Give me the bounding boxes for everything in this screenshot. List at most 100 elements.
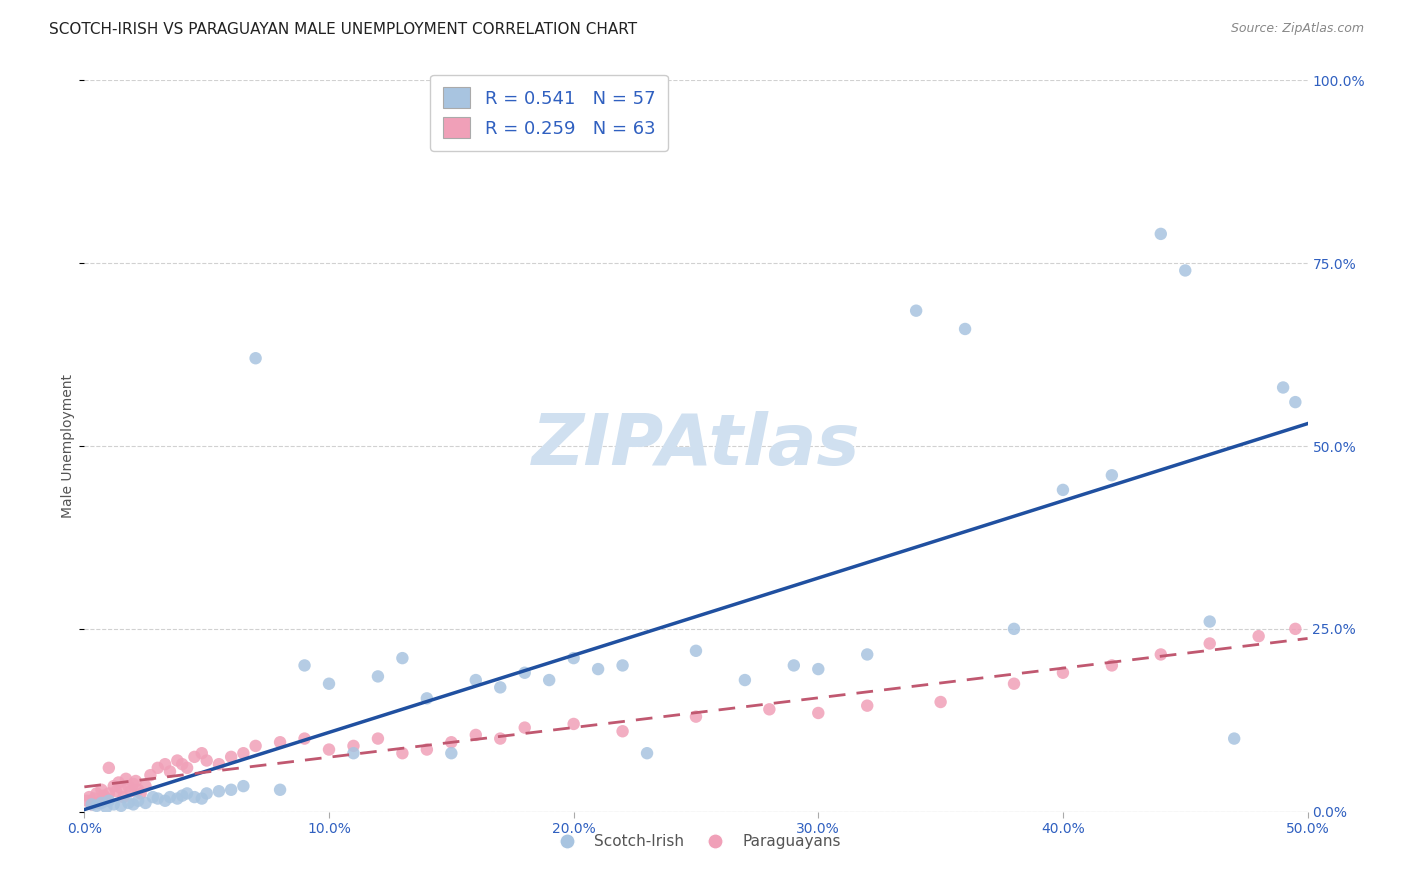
Point (1284, 622, 1306, 636)
Point (294, 731, 316, 746)
Point (489, 731, 512, 746)
Point (1223, 731, 1246, 746)
Point (856, 648, 879, 662)
Point (135, 779, 157, 793)
Point (232, 746, 254, 760)
Point (294, 658, 316, 673)
Point (367, 669, 389, 683)
Point (153, 757, 176, 772)
Point (318, 742, 340, 756)
Point (342, 739, 364, 753)
Point (183, 749, 205, 764)
Point (1272, 380, 1295, 394)
Point (117, 796, 139, 810)
Point (612, 724, 634, 739)
Point (139, 768, 162, 782)
Point (1150, 227, 1173, 241)
Point (115, 772, 138, 786)
Point (208, 784, 231, 798)
Point (416, 742, 439, 756)
Point (172, 757, 194, 772)
Point (440, 746, 463, 760)
Point (86, 798, 108, 813)
Point (905, 303, 928, 318)
Point (1052, 483, 1074, 497)
Point (758, 702, 780, 716)
Point (612, 658, 634, 673)
Point (1052, 665, 1074, 680)
Point (1284, 395, 1306, 409)
Point (117, 779, 139, 793)
Point (636, 746, 658, 760)
Point (464, 728, 486, 742)
Point (807, 706, 830, 720)
Point (83, 791, 105, 805)
Point (1002, 676, 1025, 690)
Point (269, 735, 291, 749)
Point (489, 681, 512, 695)
Point (127, 782, 149, 797)
Point (1174, 263, 1197, 277)
Point (125, 774, 148, 789)
Point (176, 787, 198, 801)
Point (80, 797, 103, 812)
Point (191, 746, 214, 760)
Point (734, 673, 756, 687)
Point (1101, 468, 1123, 483)
Point (142, 790, 165, 805)
Text: SCOTCH-IRISH VS PARAGUAYAN MALE UNEMPLOYMENT CORRELATION CHART: SCOTCH-IRISH VS PARAGUAYAN MALE UNEMPLOY… (49, 22, 637, 37)
Point (245, 351, 267, 366)
Point (562, 717, 585, 731)
Point (513, 665, 536, 680)
Point (97, 794, 120, 808)
Point (122, 777, 145, 791)
Point (232, 779, 254, 793)
Point (96, 791, 118, 805)
Point (96, 800, 118, 814)
Point (1247, 629, 1270, 643)
Point (513, 721, 536, 735)
Point (129, 787, 152, 801)
Point (191, 791, 214, 805)
Point (856, 698, 879, 713)
Point (183, 790, 205, 805)
Point (127, 794, 149, 808)
Point (783, 658, 806, 673)
Point (195, 754, 218, 768)
Point (97, 761, 120, 775)
Point (80, 797, 103, 812)
Point (219, 782, 242, 797)
Point (1198, 636, 1220, 650)
Point (1101, 658, 1123, 673)
Point (105, 784, 128, 798)
Point (391, 746, 413, 760)
Point (176, 761, 198, 775)
Point (269, 782, 291, 797)
Point (110, 798, 132, 813)
Point (1150, 648, 1173, 662)
Point (586, 662, 609, 676)
Point (103, 797, 125, 812)
Point (953, 322, 976, 336)
Point (219, 749, 242, 764)
Point (685, 644, 707, 658)
Point (807, 662, 830, 676)
Point (342, 746, 364, 760)
Point (416, 691, 439, 706)
Point (159, 764, 181, 779)
Point (929, 695, 952, 709)
Point (245, 739, 267, 753)
Point (159, 790, 181, 805)
Point (122, 797, 145, 812)
Point (166, 791, 188, 805)
Point (77, 790, 100, 805)
Point (90, 796, 112, 810)
Point (562, 651, 585, 665)
Text: ZIPAtlas: ZIPAtlas (531, 411, 860, 481)
Point (120, 784, 142, 798)
Point (685, 709, 707, 723)
Point (153, 794, 176, 808)
Point (135, 796, 157, 810)
Point (318, 676, 340, 690)
Point (208, 757, 231, 772)
